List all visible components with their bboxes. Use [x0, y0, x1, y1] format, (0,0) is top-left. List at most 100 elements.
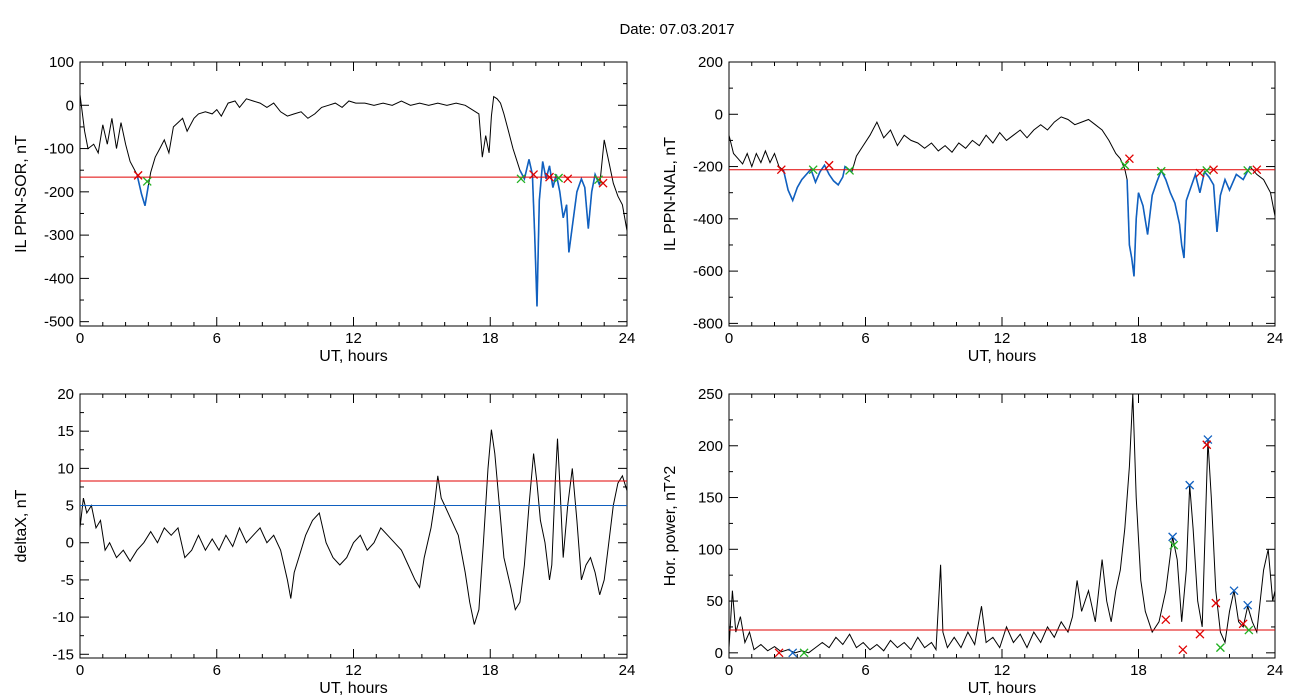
cross-marker-stroke — [1252, 165, 1262, 175]
cross-marker-stroke — [1202, 440, 1212, 450]
y-tick-label: -500 — [44, 314, 74, 331]
cross-marker — [1168, 532, 1178, 542]
cross-marker — [774, 648, 784, 658]
cross-marker — [776, 165, 786, 175]
cross-marker-stroke — [808, 165, 818, 175]
y-axis-label: IL PPN-SOR, nT — [13, 135, 30, 253]
cross-marker — [1195, 629, 1205, 639]
x-tick-label: 12 — [345, 662, 362, 679]
plot-area — [80, 94, 627, 307]
cross-marker — [824, 160, 834, 170]
x-tick-label: 6 — [861, 662, 869, 679]
cross-marker — [594, 175, 603, 185]
y-tick-label: -200 — [44, 184, 74, 201]
cross-marker-stroke — [516, 174, 526, 184]
y-tick-label: 0 — [715, 106, 723, 123]
chart-panel-4: 0 6 12 18 24 250 200 150 100 50 0 UT, hours Hor. pow… — [662, 386, 1283, 697]
y-tick-label: -300 — [44, 227, 74, 244]
cross-marker — [142, 176, 152, 186]
x-tick-label: 0 — [725, 662, 733, 679]
x-tick-label: 24 — [1267, 662, 1284, 679]
x-tick-label: 0 — [76, 662, 84, 679]
y-tick-label: -5 — [61, 572, 74, 589]
cross-marker-stroke — [1215, 643, 1225, 653]
cross-marker-stroke — [1156, 166, 1166, 176]
plot-area — [80, 429, 627, 625]
cross-marker — [808, 165, 818, 175]
cross-marker-stroke — [1161, 615, 1171, 625]
y-tick-label: 50 — [706, 593, 723, 610]
cross-marker-stroke — [1168, 532, 1178, 542]
x-tick-label: 12 — [345, 330, 362, 347]
cross-marker — [1178, 645, 1188, 655]
cross-marker-stroke — [1195, 629, 1205, 639]
highlight-segment — [1126, 166, 1251, 277]
cross-marker — [1215, 643, 1225, 653]
y-tick-label: -10 — [52, 609, 74, 626]
cross-marker-stroke — [529, 170, 539, 179]
plot-area — [729, 394, 1275, 658]
x-axis-label: UT, hours — [968, 680, 1036, 697]
cross-marker — [1243, 166, 1253, 175]
x-tick-label: 24 — [619, 662, 636, 679]
cross-marker-stroke — [1195, 168, 1205, 178]
y-tick-label: -400 — [693, 211, 723, 228]
x-tick-label: 18 — [1130, 330, 1147, 347]
cross-marker — [788, 648, 798, 658]
cross-marker-stroke — [1244, 625, 1254, 635]
y-tick-label: 100 — [698, 541, 723, 558]
y-tick-label: 100 — [49, 54, 74, 71]
chart-panel-2: 0 6 12 18 24 200 0 -200 -400 -600 -800 UT, hours IL … — [662, 54, 1283, 365]
x-tick-label: 6 — [213, 662, 221, 679]
x-tick-label: 6 — [213, 330, 221, 347]
cross-marker — [1124, 154, 1134, 164]
cross-marker — [1252, 165, 1262, 175]
y-tick-label: 15 — [57, 423, 74, 440]
y-tick-label: -600 — [693, 263, 723, 280]
cross-marker-stroke — [1120, 160, 1130, 170]
x-tick-label: 18 — [482, 662, 499, 679]
cross-marker-stroke — [598, 178, 608, 188]
y-tick-label: 200 — [698, 438, 723, 455]
x-tick-label: 6 — [861, 330, 869, 347]
cross-marker-stroke — [1185, 480, 1195, 490]
y-tick-label: -100 — [44, 141, 74, 158]
x-tick-label: 18 — [1130, 662, 1147, 679]
cross-marker — [1195, 168, 1205, 178]
cross-marker-stroke — [845, 166, 855, 175]
y-tick-label: 200 — [698, 54, 723, 71]
cross-marker — [133, 170, 143, 180]
plot-frame — [728, 61, 1276, 327]
cross-marker-stroke — [1209, 165, 1219, 175]
y-tick-label: 20 — [57, 386, 74, 403]
y-tick-label: 5 — [66, 498, 74, 515]
y-tick-label: 10 — [57, 460, 74, 477]
cross-marker — [1161, 615, 1171, 625]
x-tick-label: 24 — [1267, 330, 1284, 347]
cross-marker-stroke — [545, 172, 554, 182]
x-tick-label: 18 — [482, 330, 499, 347]
cross-marker-stroke — [1124, 154, 1134, 164]
y-tick-label: 0 — [66, 535, 74, 552]
cross-marker — [1244, 625, 1254, 635]
cross-marker — [1243, 600, 1253, 610]
highlight-segment — [136, 174, 150, 206]
cross-marker-stroke — [1178, 645, 1188, 655]
cross-marker-stroke — [1238, 619, 1248, 629]
cross-marker — [799, 648, 809, 658]
plot-frame — [79, 393, 628, 659]
cross-marker — [1203, 435, 1213, 445]
y-tick-label: 250 — [698, 386, 723, 403]
cross-marker — [554, 173, 564, 183]
x-tick-label: 12 — [994, 330, 1011, 347]
signal-line — [80, 94, 627, 307]
y-tick-label: -200 — [693, 159, 723, 176]
cross-marker-stroke — [554, 173, 564, 183]
signal-line — [729, 116, 1275, 277]
cross-marker-stroke — [1243, 166, 1253, 175]
cross-marker — [1229, 586, 1239, 596]
cross-marker — [563, 174, 573, 184]
y-tick-label: 150 — [698, 490, 723, 507]
cross-marker-stroke — [774, 648, 784, 658]
